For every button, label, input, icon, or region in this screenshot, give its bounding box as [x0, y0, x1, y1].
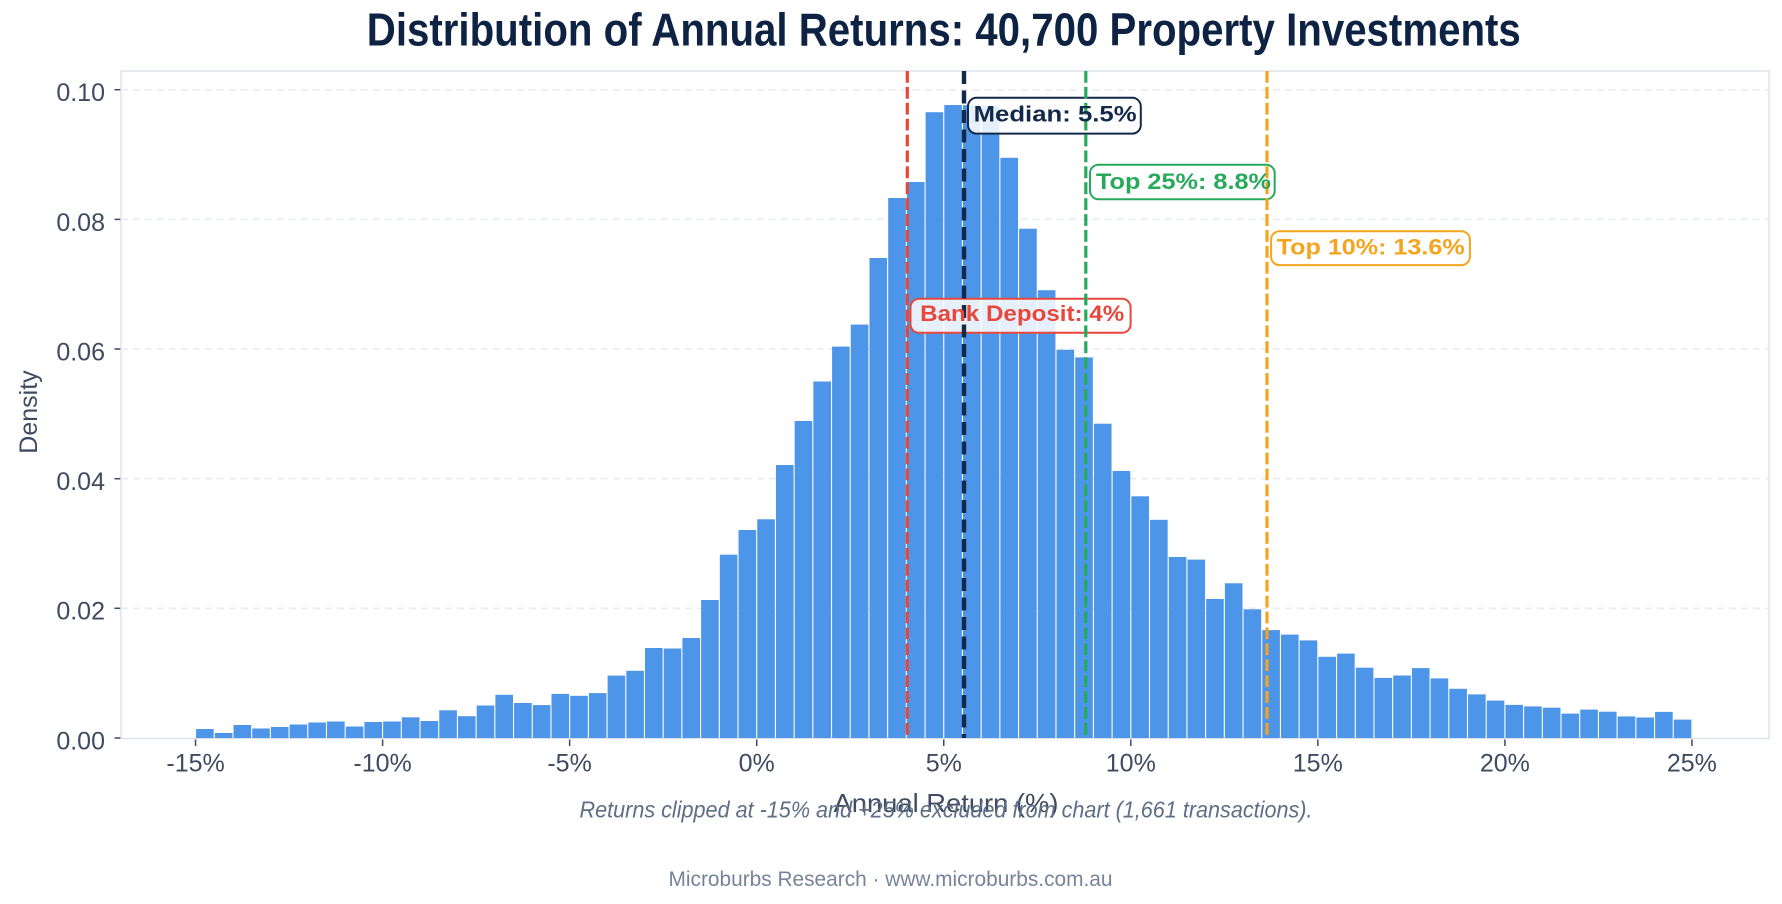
svg-text:0.00: 0.00: [56, 727, 105, 755]
svg-text:Returns clipped at -15% and +2: Returns clipped at -15% and +25% exclude…: [580, 797, 1313, 823]
svg-text:-10%: -10%: [353, 750, 411, 778]
svg-text:Microburbs Research · www.micr: Microburbs Research · www.microburbs.com…: [669, 867, 1113, 891]
svg-text:Top 10%: 13.6%: Top 10%: 13.6%: [1277, 235, 1465, 260]
svg-text:Median: 5.5%: Median: 5.5%: [974, 101, 1137, 126]
svg-text:Density: Density: [15, 370, 43, 454]
svg-text:0.10: 0.10: [56, 79, 105, 107]
svg-text:15%: 15%: [1293, 750, 1343, 778]
svg-text:0.04: 0.04: [56, 468, 105, 496]
svg-text:0.08: 0.08: [56, 209, 105, 237]
svg-text:Annual Return (%): Annual Return (%): [834, 788, 1059, 818]
svg-text:-5%: -5%: [547, 750, 591, 778]
svg-text:10%: 10%: [1106, 750, 1156, 778]
svg-text:5%: 5%: [926, 750, 962, 778]
svg-text:Distribution of Annual Returns: Distribution of Annual Returns: 40,700 P…: [367, 4, 1521, 56]
svg-text:Top 25%: 8.8%: Top 25%: 8.8%: [1096, 169, 1271, 194]
svg-text:0.02: 0.02: [56, 598, 105, 626]
svg-text:-15%: -15%: [166, 750, 224, 778]
svg-text:0%: 0%: [739, 750, 775, 778]
svg-text:25%: 25%: [1667, 750, 1717, 778]
svg-text:Bank Deposit: 4%: Bank Deposit: 4%: [920, 301, 1124, 326]
svg-text:20%: 20%: [1480, 750, 1530, 778]
svg-text:0.06: 0.06: [56, 338, 105, 366]
